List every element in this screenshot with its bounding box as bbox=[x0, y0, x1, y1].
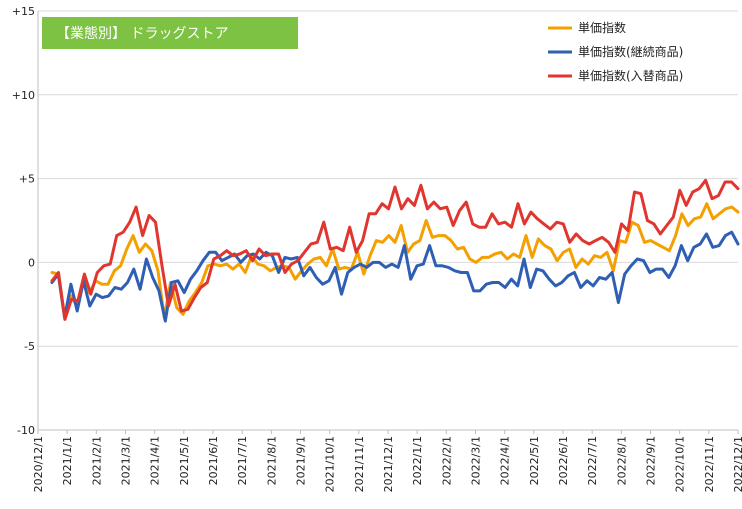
y-tick-label: 0 bbox=[28, 256, 35, 269]
legend-label: 単価指数 bbox=[578, 20, 626, 35]
x-tick-label: 2021/4/1 bbox=[149, 436, 162, 485]
x-tick-label: 2021/2/1 bbox=[90, 436, 103, 485]
x-tick-label: 2022/6/1 bbox=[557, 436, 570, 485]
x-tick-label: 2021/6/1 bbox=[207, 436, 220, 485]
x-tick-label: 2022/12/1 bbox=[732, 436, 742, 492]
x-tick-label: 2021/11/1 bbox=[353, 436, 366, 492]
x-tick-label: 2022/7/1 bbox=[586, 436, 599, 485]
x-tick-label: 2022/9/1 bbox=[645, 436, 658, 485]
x-tick-label: 2022/1/1 bbox=[411, 436, 424, 485]
series-lines bbox=[50, 178, 740, 323]
legend-label: 単価指数(入替商品) bbox=[578, 68, 683, 83]
x-tick-label: 2021/7/1 bbox=[236, 436, 249, 485]
chart-title-text: 【業態別】 ドラッグストア bbox=[56, 26, 228, 42]
chart-title-box bbox=[42, 17, 298, 49]
y-tick-label: +5 bbox=[19, 173, 35, 186]
x-tick-label: 2022/2/1 bbox=[440, 436, 453, 485]
x-tick-label: 2021/5/1 bbox=[178, 436, 191, 485]
x-axis: 2020/12/1 2021/1/1 2021/2/1 2021/3/1 2021/4/… bbox=[32, 429, 742, 492]
x-tick-label: 2022/8/1 bbox=[615, 436, 628, 485]
x-tick-label: 2021/8/1 bbox=[265, 436, 278, 485]
y-axis: -10 -5 0 +5 +10 +15 bbox=[12, 5, 39, 437]
x-tick-label: 2021/3/1 bbox=[120, 436, 133, 485]
x-tick-label: 2021/1/1 bbox=[61, 436, 74, 485]
y-tick-label: -10 bbox=[17, 424, 35, 437]
x-tick-label: 2022/11/1 bbox=[703, 436, 716, 492]
x-tick-label: 2021/10/1 bbox=[324, 436, 337, 492]
x-tick-label: 2022/4/1 bbox=[499, 436, 512, 485]
chart-title: 【業態別】 ドラッグストア bbox=[42, 17, 298, 49]
legend-label: 単価指数(継続商品) bbox=[578, 44, 683, 59]
x-tick-label: 2022/5/1 bbox=[528, 436, 541, 485]
x-tick-label: 2021/9/1 bbox=[295, 436, 308, 485]
x-tick-label: 2022/3/1 bbox=[470, 436, 483, 485]
y-tick-label: +10 bbox=[12, 89, 35, 102]
y-tick-label: -5 bbox=[24, 340, 35, 353]
series-line-2 bbox=[50, 230, 740, 323]
x-tick-label: 2020/12/1 bbox=[32, 436, 45, 492]
series-line-3 bbox=[50, 178, 740, 321]
x-tick-label: 2022/10/1 bbox=[674, 436, 687, 492]
y-tick-label: +15 bbox=[12, 5, 35, 18]
x-tick-label: 2021/12/1 bbox=[382, 436, 395, 492]
